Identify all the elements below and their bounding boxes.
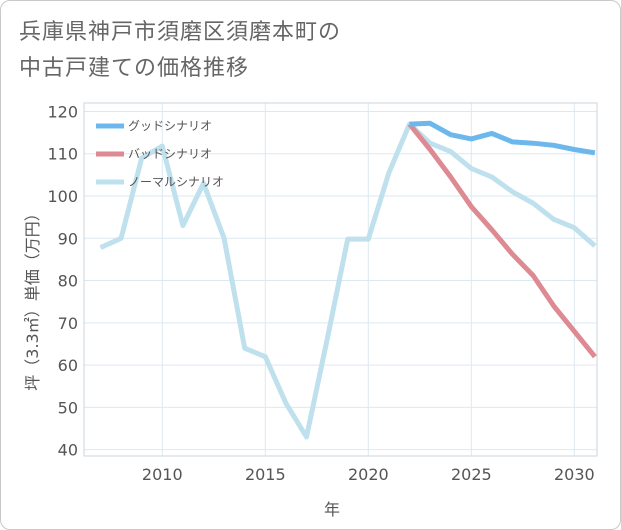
y-axis-title: 坪（3.3㎡）単価（万円） <box>23 205 42 390</box>
y-axis-ticks: 40 50 60 70 80 90 100 110 120 <box>47 102 78 459</box>
chart-title-line-1: 兵庫県神戸市須磨区須磨本町の <box>19 20 342 45</box>
y-tick-label: 120 <box>47 102 78 121</box>
series-line-good <box>409 120 596 156</box>
y-tick-label: 110 <box>47 145 78 164</box>
x-tick-label: 2020 <box>348 465 389 484</box>
x-tick-label: 2025 <box>451 465 492 484</box>
x-tick-label: 2010 <box>142 465 183 484</box>
series-line-bad <box>407 122 597 359</box>
y-tick-label: 60 <box>58 356 78 375</box>
series-line-normal <box>99 121 597 440</box>
legend-normal-label: ノーマルシナリオ <box>128 175 224 189</box>
y-tick-label: 70 <box>58 314 78 333</box>
x-axis-title: 年 <box>324 500 340 519</box>
plot-border <box>83 102 598 457</box>
plot-frame <box>83 102 598 457</box>
x-axis-ticks: 2010 2015 2020 2025 2030 <box>142 465 595 484</box>
chart-title-line-2: 中古戸建ての価格推移 <box>19 56 250 81</box>
x-tick-label: 2030 <box>554 465 595 484</box>
y-tick-label: 40 <box>58 441 78 460</box>
series-lines <box>99 120 597 440</box>
legend-bad-label: バッドシナリオ <box>128 147 212 161</box>
x-tick-label: 2015 <box>245 465 286 484</box>
legend-good-label: グッドシナリオ <box>128 119 212 133</box>
y-tick-label: 90 <box>58 229 78 248</box>
grid <box>84 103 597 456</box>
chart-title: 兵庫県神戸市須磨区須磨本町の 中古戸建ての価格推移 <box>19 15 579 87</box>
y-tick-label: 50 <box>58 398 78 417</box>
y-tick-label: 100 <box>47 187 78 206</box>
y-tick-label: 80 <box>58 272 78 291</box>
